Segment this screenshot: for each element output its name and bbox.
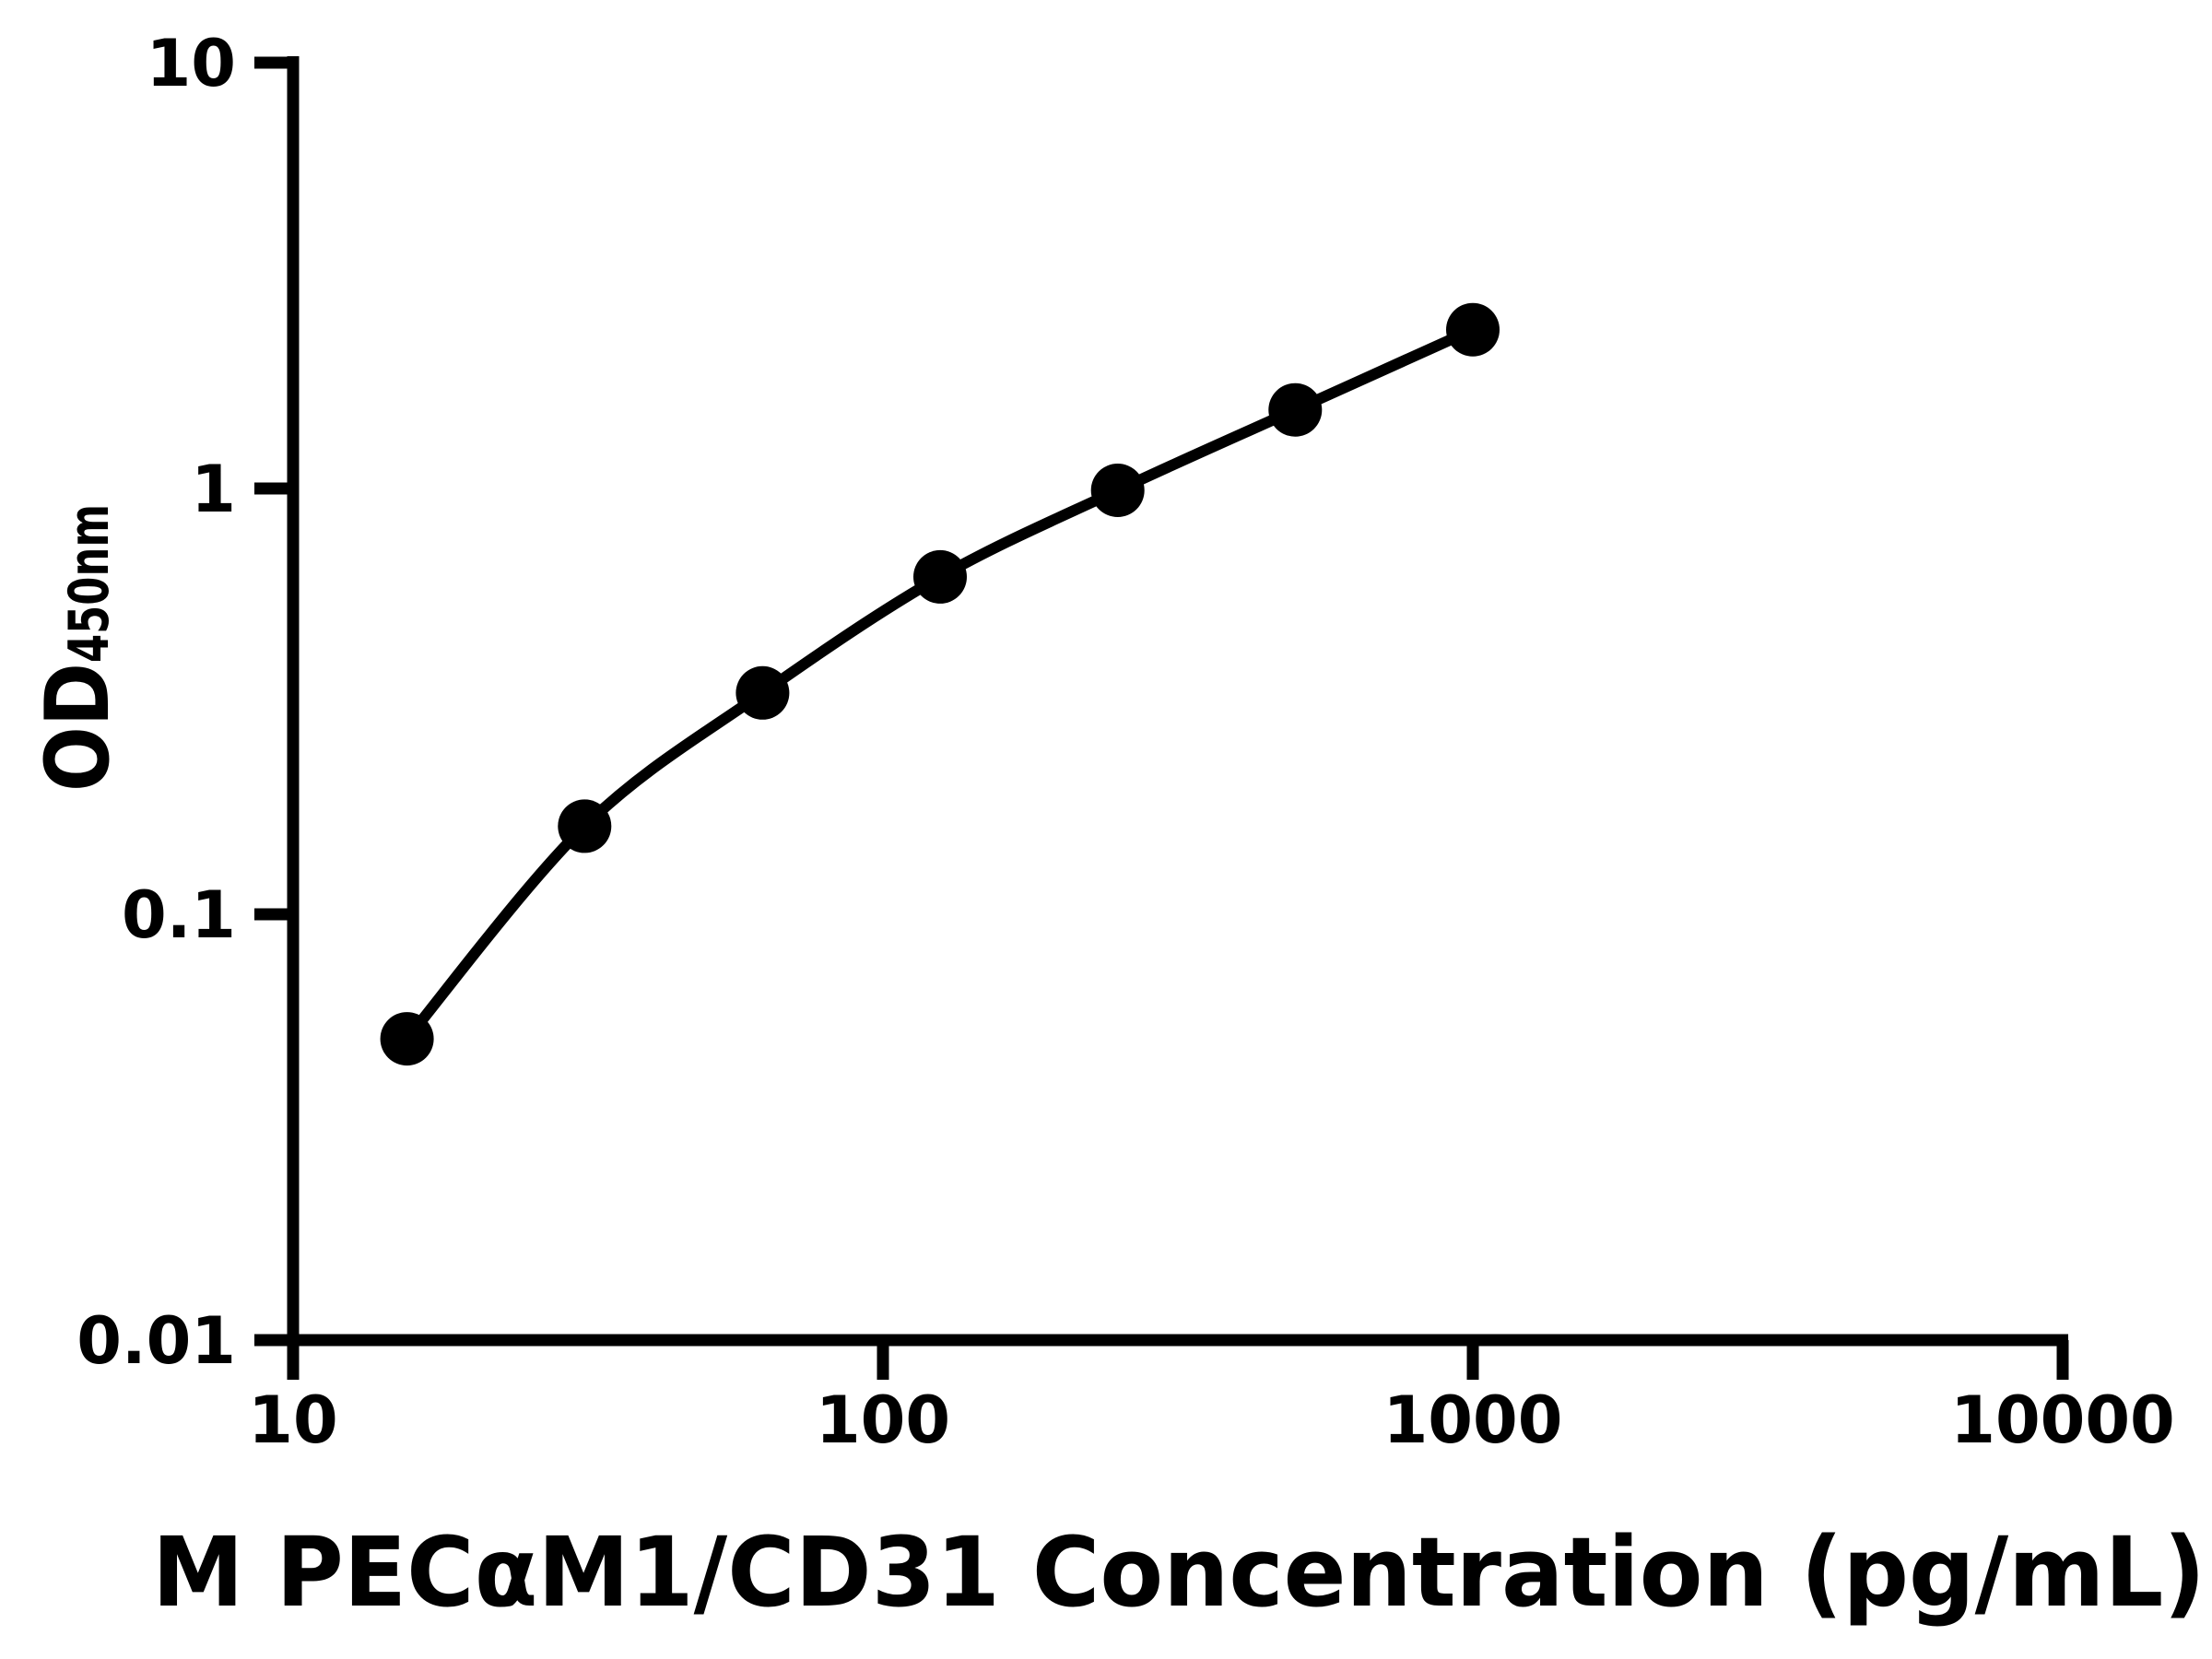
data-series [380,302,1500,1066]
standard-curve-line [401,324,1478,1045]
y-axis-title-subscript: 450nm [57,504,122,663]
data-point [558,799,612,853]
data-point [1446,302,1500,357]
data-point [1090,464,1145,517]
y-tick-label: 0.01 [76,1303,236,1379]
y-axis-title: OD450nm [28,504,129,792]
axes [254,56,2069,1380]
x-axis-title: M PECαM1/CD31 Concentration (pg/mL) [152,1516,2206,1629]
y-tick-label: 0.1 [122,877,236,953]
data-point [1268,382,1323,437]
x-tick-label: 10000 [1950,1382,2175,1458]
data-point [735,665,790,720]
data-point [913,549,967,604]
data-point [380,1012,434,1066]
y-tick-label: 1 [191,452,236,527]
y-axis-title-main: OD [28,663,129,792]
x-tick-label: 10 [248,1382,337,1458]
x-tick-label: 1000 [1383,1382,1563,1458]
x-tick-label: 100 [816,1382,950,1458]
y-tick-label: 10 [147,26,236,101]
